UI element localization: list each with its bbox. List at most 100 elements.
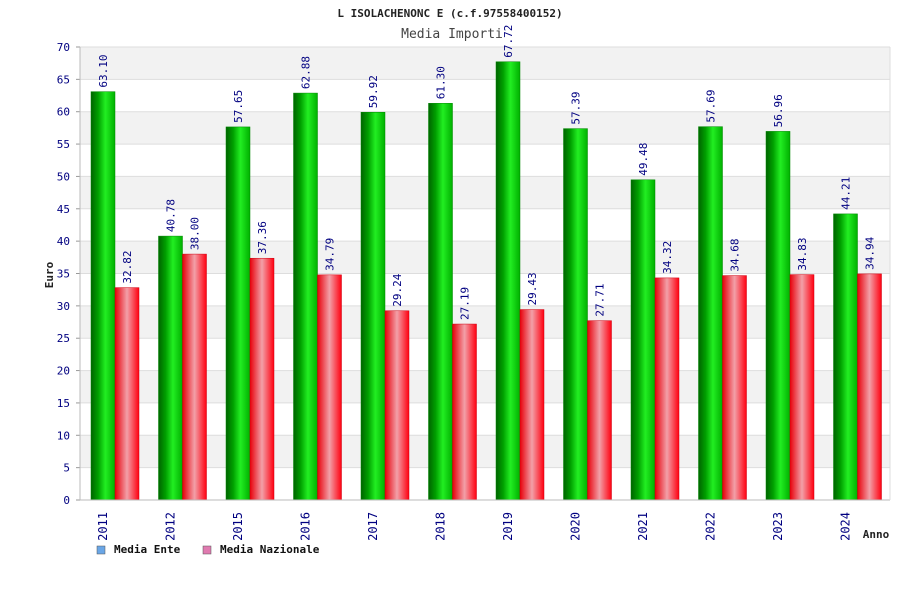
bar-media-nazionale — [587, 320, 612, 501]
y-tick-label: 10 — [57, 429, 70, 442]
y-tick-label: 15 — [57, 397, 70, 410]
bar-value-label: 27.19 — [459, 287, 472, 320]
bar-value-label: 34.32 — [661, 241, 674, 274]
bar-value-label: 63.10 — [97, 55, 110, 88]
bar-media-nazionale — [114, 287, 140, 501]
gridlines — [80, 46, 890, 501]
y-tick-label: 55 — [57, 138, 70, 151]
legend: Media Ente Media Nazionale — [96, 543, 320, 556]
bar-media-nazionale — [654, 277, 680, 501]
y-tick-label: 50 — [57, 170, 70, 183]
bar-value-label: 49.48 — [637, 143, 650, 176]
bar-media-nazionale — [384, 310, 410, 501]
bar-media-ente — [428, 103, 453, 501]
bar-value-label: 34.94 — [864, 236, 877, 269]
bar-value-label: 56.96 — [772, 94, 785, 127]
x-tick-label: 2016 — [299, 512, 313, 541]
plot-band — [80, 208, 890, 242]
y-tick-label: 70 — [57, 41, 70, 54]
bar-value-label: 37.36 — [256, 221, 269, 254]
legend-label: Media Nazionale — [220, 543, 320, 556]
bar-media-ente — [90, 91, 116, 501]
bar-media-ente — [833, 213, 858, 501]
bar-value-label: 62.88 — [300, 56, 313, 89]
y-tick-label: 30 — [57, 300, 70, 313]
bar-media-nazionale — [519, 309, 545, 501]
bar-value-label: 40.78 — [165, 199, 178, 232]
x-tick-label: 2012 — [164, 512, 178, 541]
plot-band — [80, 144, 890, 177]
x-tick-label: 2018 — [434, 512, 448, 541]
x-tick-label: 2019 — [501, 512, 515, 541]
bar-media-ente — [360, 111, 386, 501]
y-tick-label: 60 — [57, 106, 70, 119]
x-axis-label: Anno — [863, 528, 890, 541]
plot-band — [80, 176, 890, 209]
x-tick-label: 2020 — [569, 512, 583, 541]
x-tick-label: 2021 — [636, 512, 650, 541]
y-tick-label: 25 — [57, 332, 70, 345]
bar-value-label: 29.24 — [391, 273, 404, 306]
y-tick-label: 40 — [57, 235, 70, 248]
bar-value-label: 34.68 — [729, 238, 742, 271]
y-tick-label: 5 — [63, 462, 70, 475]
plot-band — [80, 305, 890, 339]
bar-value-label: 61.30 — [435, 66, 448, 99]
bar-value-label: 38.00 — [189, 217, 202, 250]
bar-value-label: 57.65 — [232, 90, 245, 123]
labels: 0 5 10 15 20 25 30 35 40 45 50 55 60 65 70 63.10 32.82 20… — [57, 25, 877, 541]
plot-band — [80, 338, 890, 371]
axes — [76, 46, 891, 501]
bar-media-ente — [293, 92, 318, 501]
bar-media-ente — [495, 61, 521, 501]
plot-band — [80, 370, 890, 403]
bar-value-label: 34.83 — [796, 237, 809, 270]
bar-media-ente — [563, 128, 588, 501]
y-tick-label: 0 — [63, 494, 70, 507]
chart-subtitle: Media Importi — [401, 27, 503, 42]
legend-swatch — [96, 545, 106, 555]
legend-swatch — [202, 545, 212, 555]
bar-media-ente — [698, 126, 723, 501]
y-tick-label: 35 — [57, 268, 70, 281]
bar-media-nazionale — [857, 273, 882, 501]
y-tick-label: 65 — [57, 73, 70, 86]
bar-media-nazionale — [789, 274, 815, 501]
bar-media-nazionale — [317, 274, 342, 501]
plot-band — [80, 111, 890, 145]
bar-media-nazionale — [249, 257, 275, 501]
x-tick-label: 2015 — [231, 512, 245, 541]
legend-label: Media Ente — [114, 543, 181, 556]
y-tick-label: 45 — [57, 203, 70, 216]
plot-band — [80, 79, 890, 112]
bar-value-label: 32.82 — [121, 250, 134, 283]
plot-band — [80, 467, 890, 500]
y-tick-label: 20 — [57, 365, 70, 378]
bar-value-label: 57.39 — [570, 91, 583, 124]
plot-band — [80, 402, 890, 436]
x-tick-label: 2024 — [839, 512, 853, 541]
bar-media-ente — [765, 131, 791, 501]
plot-band — [80, 273, 890, 306]
bar-media-ente — [225, 126, 251, 501]
bar-value-label: 44.21 — [840, 177, 853, 210]
bar-media-nazionale — [722, 275, 747, 501]
x-tick-label: 2023 — [771, 512, 785, 541]
bar-value-label: 67.72 — [502, 25, 515, 58]
bar-media-ente — [158, 235, 183, 501]
plot-band — [80, 241, 890, 274]
bar-media-nazionale — [182, 253, 207, 501]
x-tick-label: 2017 — [366, 512, 380, 541]
bars — [90, 61, 882, 501]
bar-value-label: 27.71 — [594, 284, 607, 317]
x-tick-label: 2011 — [96, 512, 110, 541]
bar-media-nazionale — [452, 323, 477, 501]
y-axis-label: Euro — [43, 261, 56, 288]
plot-band — [80, 47, 890, 80]
x-tick-label: 2022 — [704, 512, 718, 541]
plot-band — [80, 435, 890, 468]
plot-background-bands — [80, 47, 890, 500]
bar-value-label: 57.69 — [705, 90, 718, 123]
